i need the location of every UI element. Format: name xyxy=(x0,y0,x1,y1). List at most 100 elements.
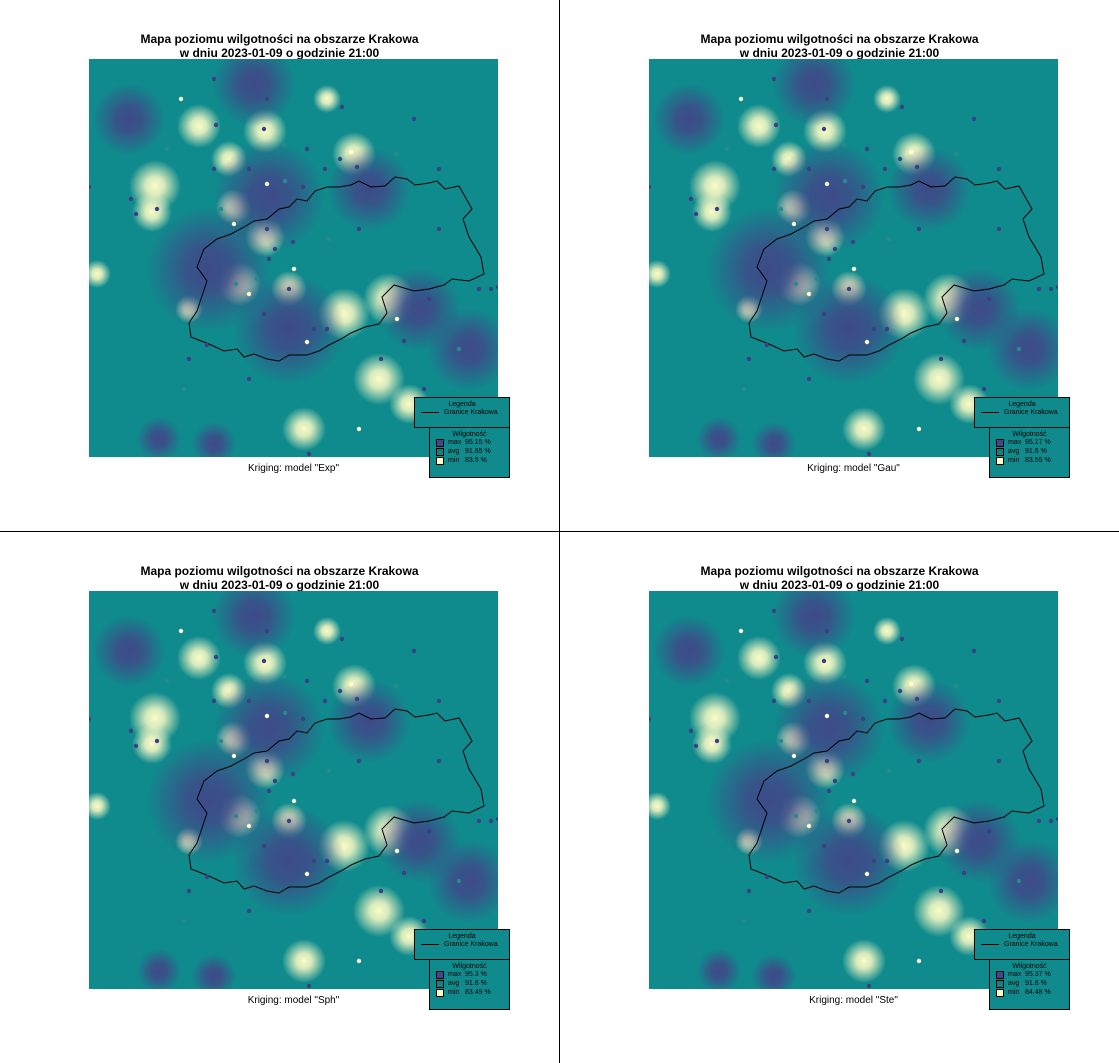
sensor-station xyxy=(426,828,432,834)
sensor-station xyxy=(339,104,345,110)
sensor-station xyxy=(899,104,905,110)
legend-boundary-item: Granice Krakowa xyxy=(981,408,1069,417)
sensor-station xyxy=(764,342,770,348)
high-humidity-area xyxy=(212,591,296,658)
avg-swatch-icon xyxy=(436,979,444,988)
map-title: Mapa poziomu wilgotności na obszarze Kra… xyxy=(140,32,419,46)
high-humidity-area xyxy=(136,948,182,989)
sensor-station xyxy=(246,698,252,704)
sensor-station xyxy=(324,326,330,332)
sensor-station xyxy=(914,164,920,170)
sensor-station xyxy=(411,648,417,654)
sensor-station xyxy=(211,698,217,704)
sensor-station xyxy=(394,316,400,322)
map-subtitle: w dniu 2023-01-09 o godzinie 21:00 xyxy=(179,578,380,592)
sensor-station xyxy=(897,156,903,162)
krakow-boundary xyxy=(188,176,485,362)
sensor-station xyxy=(246,291,252,297)
low-humidity-area xyxy=(649,260,671,288)
sensor-station xyxy=(495,816,498,822)
sensor-station xyxy=(264,96,270,102)
boundary-line-icon xyxy=(981,944,999,945)
high-humidity-area xyxy=(987,307,1058,391)
sensor-station xyxy=(378,888,384,894)
sensor-station xyxy=(814,276,820,282)
avg-swatch-icon xyxy=(436,447,444,456)
sensor-station xyxy=(421,386,427,392)
stat-label: max xyxy=(1008,439,1022,446)
sensor-station xyxy=(954,316,960,322)
sensor-station xyxy=(851,798,857,804)
high-humidity-area xyxy=(887,147,971,231)
sensor-station xyxy=(938,888,944,894)
sensor-station xyxy=(866,983,872,989)
sensor-station xyxy=(899,636,905,642)
sensor-station xyxy=(264,713,270,719)
sensor-station xyxy=(886,236,892,242)
high-humidity-area xyxy=(92,614,166,688)
sensor-station xyxy=(824,713,830,719)
sensor-station xyxy=(356,758,362,764)
map-caption: Kriging: model "Exp" xyxy=(247,463,340,474)
sensor-station xyxy=(824,758,830,764)
sensor-station xyxy=(1036,818,1042,824)
sensor-station xyxy=(213,654,219,660)
legend-boundary-item: Granice Krakowa xyxy=(421,940,509,949)
sensor-station xyxy=(986,828,992,834)
sensor-station xyxy=(824,226,830,232)
low-humidity-area xyxy=(692,192,732,232)
sensor-station xyxy=(286,818,292,824)
sensor-station xyxy=(211,76,217,82)
high-humidity-area xyxy=(696,416,742,457)
krakow-boundary xyxy=(748,708,1045,894)
map-subtitle: w dniu 2023-01-09 o godzinie 21:00 xyxy=(179,46,380,60)
sensor-station xyxy=(996,698,1002,704)
sensor-station xyxy=(89,716,92,722)
low-humidity-area xyxy=(737,636,781,680)
sensor-station xyxy=(773,654,779,660)
stat-label: min xyxy=(448,989,460,996)
high-humidity-area xyxy=(706,738,832,864)
sensor-station xyxy=(971,116,977,122)
sensor-station xyxy=(1048,818,1054,824)
sensor-station xyxy=(916,426,922,432)
sensor-station xyxy=(393,151,399,157)
humidity-map xyxy=(649,591,1058,989)
sensor-station xyxy=(824,181,830,187)
sensor-station xyxy=(266,788,272,794)
sensor-station xyxy=(133,743,139,749)
sensor-station xyxy=(832,246,838,252)
min-swatch-icon xyxy=(436,988,444,997)
humidity-map xyxy=(649,59,1058,457)
sensor-station xyxy=(476,818,482,824)
sensor-station xyxy=(1016,346,1022,352)
sensor-station xyxy=(378,356,384,362)
high-humidity-area xyxy=(146,206,272,332)
sensor-station xyxy=(884,858,890,864)
sensor-station xyxy=(261,658,267,664)
legend-box: Legenda Granice Krakowa xyxy=(974,929,1070,960)
sensor-station xyxy=(806,376,812,382)
stat-avg: avg 91.6 % xyxy=(996,447,1069,456)
sensor-station xyxy=(841,674,847,680)
sensor-station xyxy=(211,166,217,172)
sensor-station xyxy=(393,683,399,689)
stat-label: max xyxy=(1008,971,1022,978)
sensor-station xyxy=(211,608,217,614)
sensor-station xyxy=(181,918,187,924)
stat-max: max 95.3 % xyxy=(436,970,509,979)
sensor-station xyxy=(860,184,866,190)
high-humidity-area xyxy=(652,614,726,688)
sensor-station xyxy=(436,166,442,172)
panel-divider-horizontal xyxy=(0,531,1119,532)
stat-max: max 95.37 % xyxy=(996,970,1069,979)
sensor-station xyxy=(272,246,278,252)
sensor-station xyxy=(649,716,652,722)
sensor-station xyxy=(1055,284,1058,290)
stat-label: max xyxy=(448,439,462,446)
sensor-station xyxy=(771,608,777,614)
scale-title: Wilgotność xyxy=(452,431,487,438)
stat-avg: avg 91.6 % xyxy=(436,979,509,988)
sensor-station xyxy=(264,181,270,187)
sensor-station xyxy=(882,698,888,704)
